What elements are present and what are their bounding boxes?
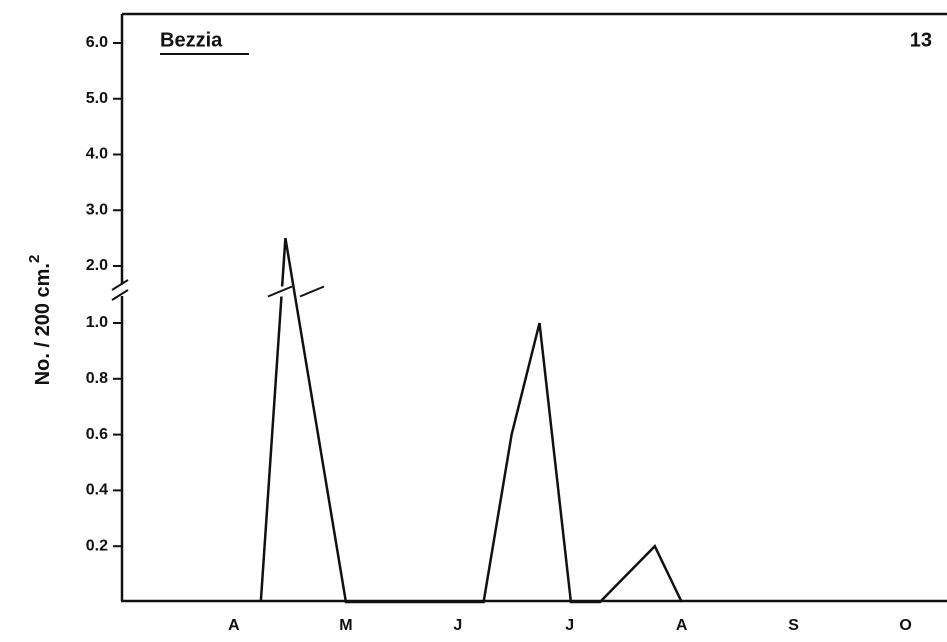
x-tick-label: S bbox=[788, 617, 799, 634]
y-axis-label: No. / 200 cm.2 bbox=[26, 255, 54, 386]
x-tick-label: M bbox=[339, 617, 352, 634]
y-tick-label: 0.4 bbox=[86, 482, 108, 499]
line-break-mark bbox=[299, 285, 325, 298]
y-tick-label: 0.6 bbox=[86, 426, 108, 443]
y-tick-label: 0.8 bbox=[86, 370, 108, 387]
y-tick-label: 3.0 bbox=[86, 201, 108, 218]
x-tick-label: A bbox=[228, 617, 240, 634]
y-tick-label: 5.0 bbox=[86, 90, 108, 107]
y-tick-label: 1.0 bbox=[86, 314, 108, 331]
axis-break-mark bbox=[111, 279, 129, 291]
y-tick-label: 6.0 bbox=[86, 34, 108, 51]
x-tick-label: A bbox=[676, 617, 688, 634]
x-tick-label: O bbox=[899, 617, 911, 634]
y-label-superscript: 2 bbox=[26, 255, 43, 263]
y-label-text: No. / 200 cm. bbox=[32, 263, 54, 385]
axis-break-mark bbox=[111, 289, 129, 301]
chart-title: Bezzia bbox=[160, 29, 223, 51]
y-tick-label: 2.0 bbox=[86, 257, 108, 274]
y-tick-label: 4.0 bbox=[86, 146, 108, 163]
data-line bbox=[259, 237, 683, 604]
x-tick-label: J bbox=[453, 617, 462, 634]
line-break-mark bbox=[267, 285, 293, 298]
x-tick-label: J bbox=[565, 617, 574, 634]
panel-label: 13 bbox=[910, 29, 932, 51]
y-tick-label: 0.2 bbox=[86, 537, 108, 554]
